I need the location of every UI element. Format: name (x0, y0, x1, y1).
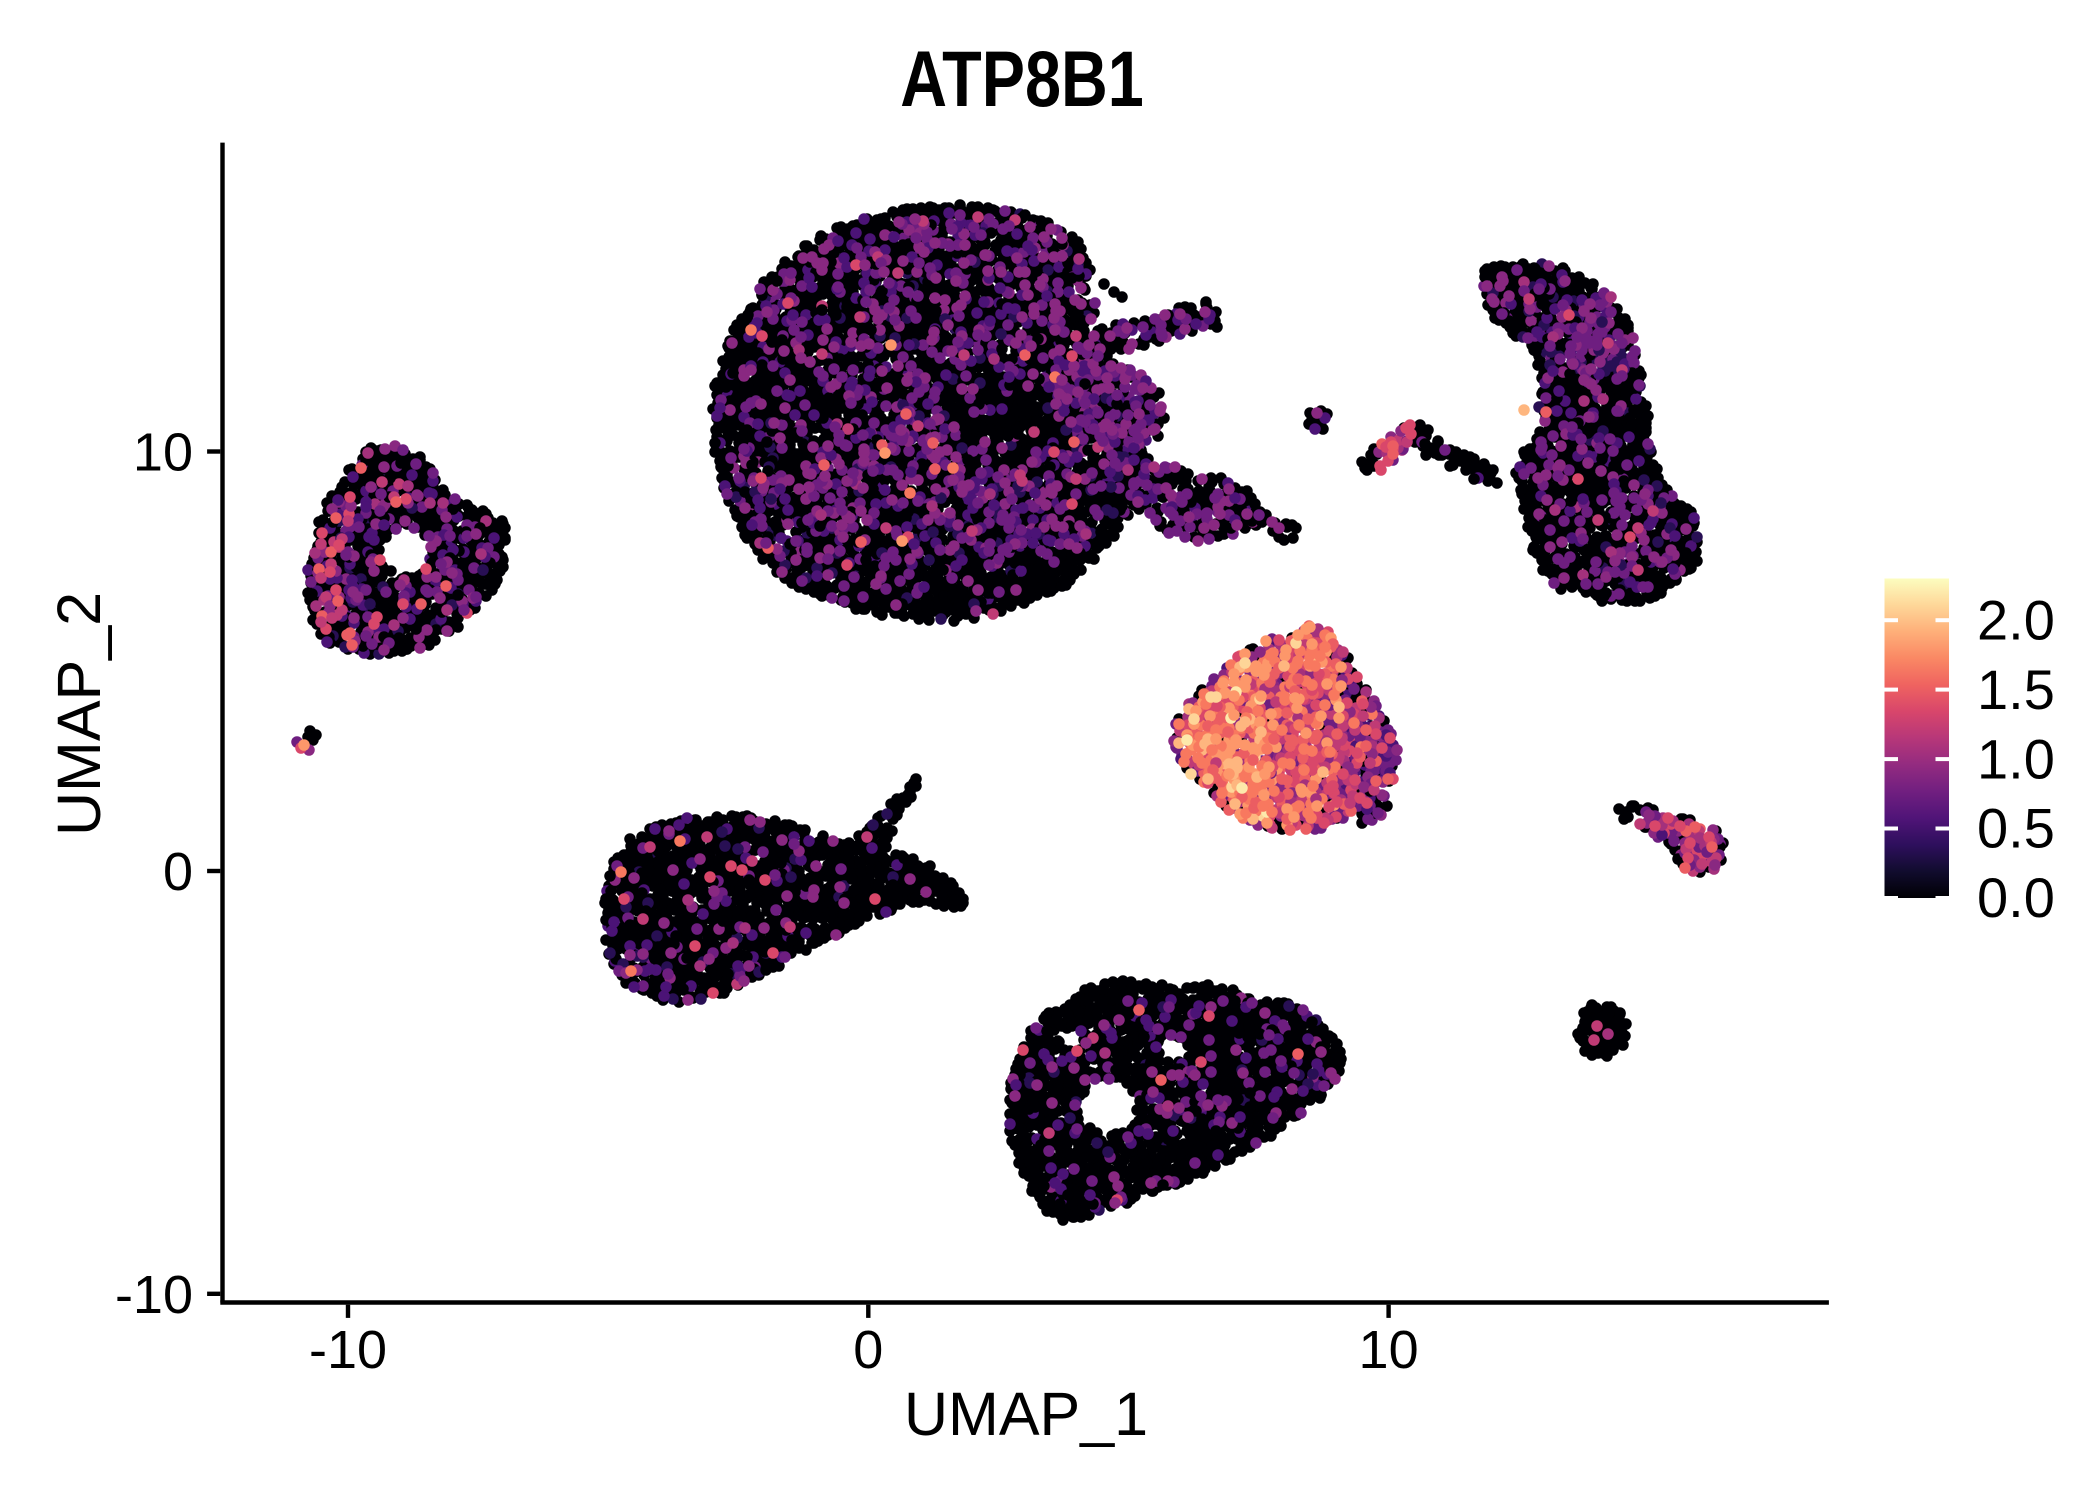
svg-text:1.0: 1.0 (1977, 727, 2055, 790)
svg-text:10: 10 (1359, 1320, 1419, 1380)
svg-text:0: 0 (853, 1320, 883, 1380)
svg-text:-10: -10 (115, 1265, 193, 1325)
svg-text:-10: -10 (309, 1320, 387, 1380)
svg-text:0: 0 (163, 842, 193, 902)
svg-text:UMAP_1: UMAP_1 (904, 1380, 1148, 1448)
svg-text:ATP8B1: ATP8B1 (900, 36, 1144, 123)
svg-text:UMAP_2: UMAP_2 (45, 592, 113, 836)
svg-text:0.5: 0.5 (1977, 797, 2055, 860)
svg-text:0.0: 0.0 (1977, 866, 2055, 929)
svg-text:2.0: 2.0 (1977, 588, 2055, 651)
svg-text:1.5: 1.5 (1977, 658, 2055, 721)
svg-text:10: 10 (133, 423, 193, 483)
